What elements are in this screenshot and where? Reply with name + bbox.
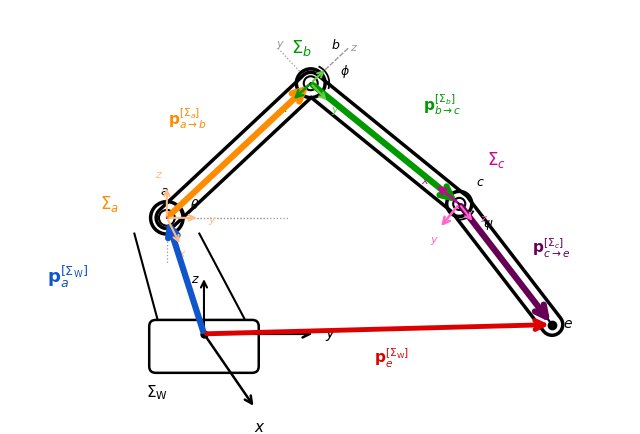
Text: $y$: $y$ <box>276 39 285 51</box>
Text: $z$: $z$ <box>155 170 163 180</box>
Text: $z$: $z$ <box>350 43 358 53</box>
Text: $y$: $y$ <box>324 326 336 342</box>
Text: $\Sigma_a$: $\Sigma_a$ <box>100 194 118 214</box>
Text: $\mathbf{p}_a^{[\Sigma_\mathrm{W}]}$: $\mathbf{p}_a^{[\Sigma_\mathrm{W}]}$ <box>47 263 88 289</box>
Text: $y$: $y$ <box>331 105 340 116</box>
Text: $a$: $a$ <box>161 184 169 197</box>
Text: $b$: $b$ <box>331 38 340 52</box>
Text: $\mathbf{p}_e^{[\Sigma_\mathrm{W}]}$: $\mathbf{p}_e^{[\Sigma_\mathrm{W}]}$ <box>374 346 410 369</box>
Text: $\mathbf{p}_{b\rightarrow c}^{[\Sigma_b]}$: $\mathbf{p}_{b\rightarrow c}^{[\Sigma_b]… <box>423 92 462 116</box>
Text: $z$: $z$ <box>191 272 199 285</box>
Text: $\psi$: $\psi$ <box>483 218 494 232</box>
Text: $x$: $x$ <box>280 104 289 114</box>
Text: $\Sigma_b$: $\Sigma_b$ <box>291 38 312 58</box>
Text: $\phi$: $\phi$ <box>340 63 350 80</box>
Text: $z$: $z$ <box>481 214 488 224</box>
Text: $\Sigma_c$: $\Sigma_c$ <box>487 149 506 169</box>
Text: $y$: $y$ <box>208 214 217 226</box>
Text: $\theta$: $\theta$ <box>190 197 200 211</box>
Text: $y$: $y$ <box>430 234 440 247</box>
Text: $x$: $x$ <box>421 176 430 186</box>
FancyBboxPatch shape <box>149 320 259 373</box>
Text: $e$: $e$ <box>563 316 573 330</box>
Text: $x$: $x$ <box>254 419 266 434</box>
Text: $\mathbf{p}_{a\rightarrow b}^{[\Sigma_a]}$: $\mathbf{p}_{a\rightarrow b}^{[\Sigma_a]… <box>168 106 207 131</box>
Text: $x$: $x$ <box>178 248 187 258</box>
Text: $\Sigma_\mathrm{W}$: $\Sigma_\mathrm{W}$ <box>147 382 168 401</box>
Text: $\mathbf{p}_{c\rightarrow e}^{[\Sigma_c]}$: $\mathbf{p}_{c\rightarrow e}^{[\Sigma_c]… <box>532 237 570 260</box>
Text: $c$: $c$ <box>476 176 484 189</box>
